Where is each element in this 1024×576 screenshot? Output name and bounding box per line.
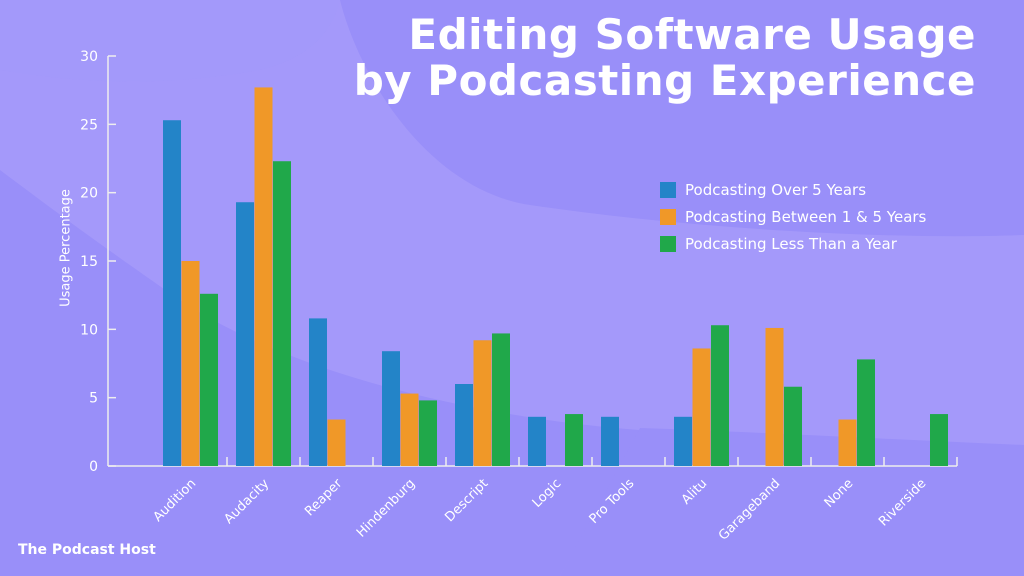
x-tick-label: Audacity	[221, 476, 272, 527]
bar-alitu-series-2	[692, 348, 711, 466]
x-tick-label: Alitu	[679, 476, 710, 507]
x-tick-label: Descript	[442, 476, 491, 525]
bar-riverside-series-3	[930, 414, 948, 466]
legend-swatch	[660, 181, 676, 198]
x-tick-label: Logic	[530, 476, 565, 511]
bar-audacity-series-3	[273, 161, 291, 466]
bar-audition-series-2	[181, 261, 200, 466]
bar-logic-series-1	[528, 416, 546, 466]
x-tick-label: Reaper	[302, 476, 346, 520]
y-tick-label: 20	[80, 186, 98, 202]
bar-descript-series-2	[473, 340, 492, 466]
legend-label: Podcasting Less Than a Year	[685, 234, 897, 253]
bar-garageband-series-2	[765, 327, 784, 466]
y-tick-label: 10	[80, 322, 98, 338]
y-tick-label: 30	[80, 49, 98, 65]
y-tick-label: 25	[80, 117, 98, 133]
bar-audacity-series-1	[236, 202, 254, 466]
chart-title-line-1: Editing Software Usage	[408, 10, 976, 59]
legend-swatch	[660, 235, 676, 252]
bar-garageband-series-3	[784, 386, 802, 466]
x-tick-label: Audition	[151, 476, 200, 525]
legend: Podcasting Over 5 Years Podcasting Betwe…	[660, 176, 926, 257]
legend-label: Podcasting Over 5 Years	[685, 180, 867, 199]
bar-none-series-3	[857, 359, 875, 466]
legend-label: Podcasting Between 1 & 5 Years	[685, 207, 927, 226]
x-tick-label: Riverside	[876, 476, 929, 529]
bar-audition-series-3	[200, 293, 218, 466]
bar-reaper-series-2	[327, 419, 346, 466]
bar-alitu-series-1	[674, 416, 692, 466]
y-tick-label: 0	[89, 459, 98, 475]
legend-item: Podcasting Less Than a Year	[660, 230, 926, 257]
bar-hindenburg-series-2	[400, 393, 419, 466]
x-tick-label: Pro Tools	[587, 476, 638, 527]
bar-none-series-2	[838, 419, 857, 466]
legend-swatch	[660, 208, 676, 225]
bar-reaper-series-1	[309, 318, 327, 466]
y-tick-label: 15	[80, 254, 98, 270]
chart-title: Editing Software Usage by Podcasting Exp…	[354, 12, 976, 104]
bar-alitu-series-3	[711, 325, 729, 466]
podcast-host-logo: The Podcast Host	[18, 542, 156, 558]
x-tick-label: None	[822, 476, 857, 511]
bar-logic-series-3	[565, 414, 583, 466]
y-tick-label: 5	[89, 391, 98, 407]
bar-audacity-series-2	[254, 87, 273, 466]
bar-hindenburg-series-3	[419, 400, 437, 466]
chart-title-line-2: by Podcasting Experience	[353, 56, 976, 105]
bar-descript-series-1	[455, 384, 473, 466]
bar-audition-series-1	[163, 120, 181, 466]
x-tick-label: Garageband	[716, 476, 783, 543]
legend-item: Podcasting Between 1 & 5 Years	[660, 203, 926, 230]
bar-pro-tools-series-1	[601, 416, 619, 466]
legend-item: Podcasting Over 5 Years	[660, 176, 926, 203]
bar-hindenburg-series-1	[382, 351, 400, 466]
x-tick-label: Hindenburg	[354, 476, 418, 540]
bar-descript-series-3	[492, 333, 510, 466]
